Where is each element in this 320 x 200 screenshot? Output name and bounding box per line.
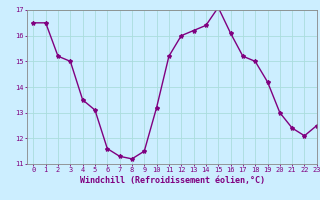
X-axis label: Windchill (Refroidissement éolien,°C): Windchill (Refroidissement éolien,°C): [79, 176, 265, 185]
